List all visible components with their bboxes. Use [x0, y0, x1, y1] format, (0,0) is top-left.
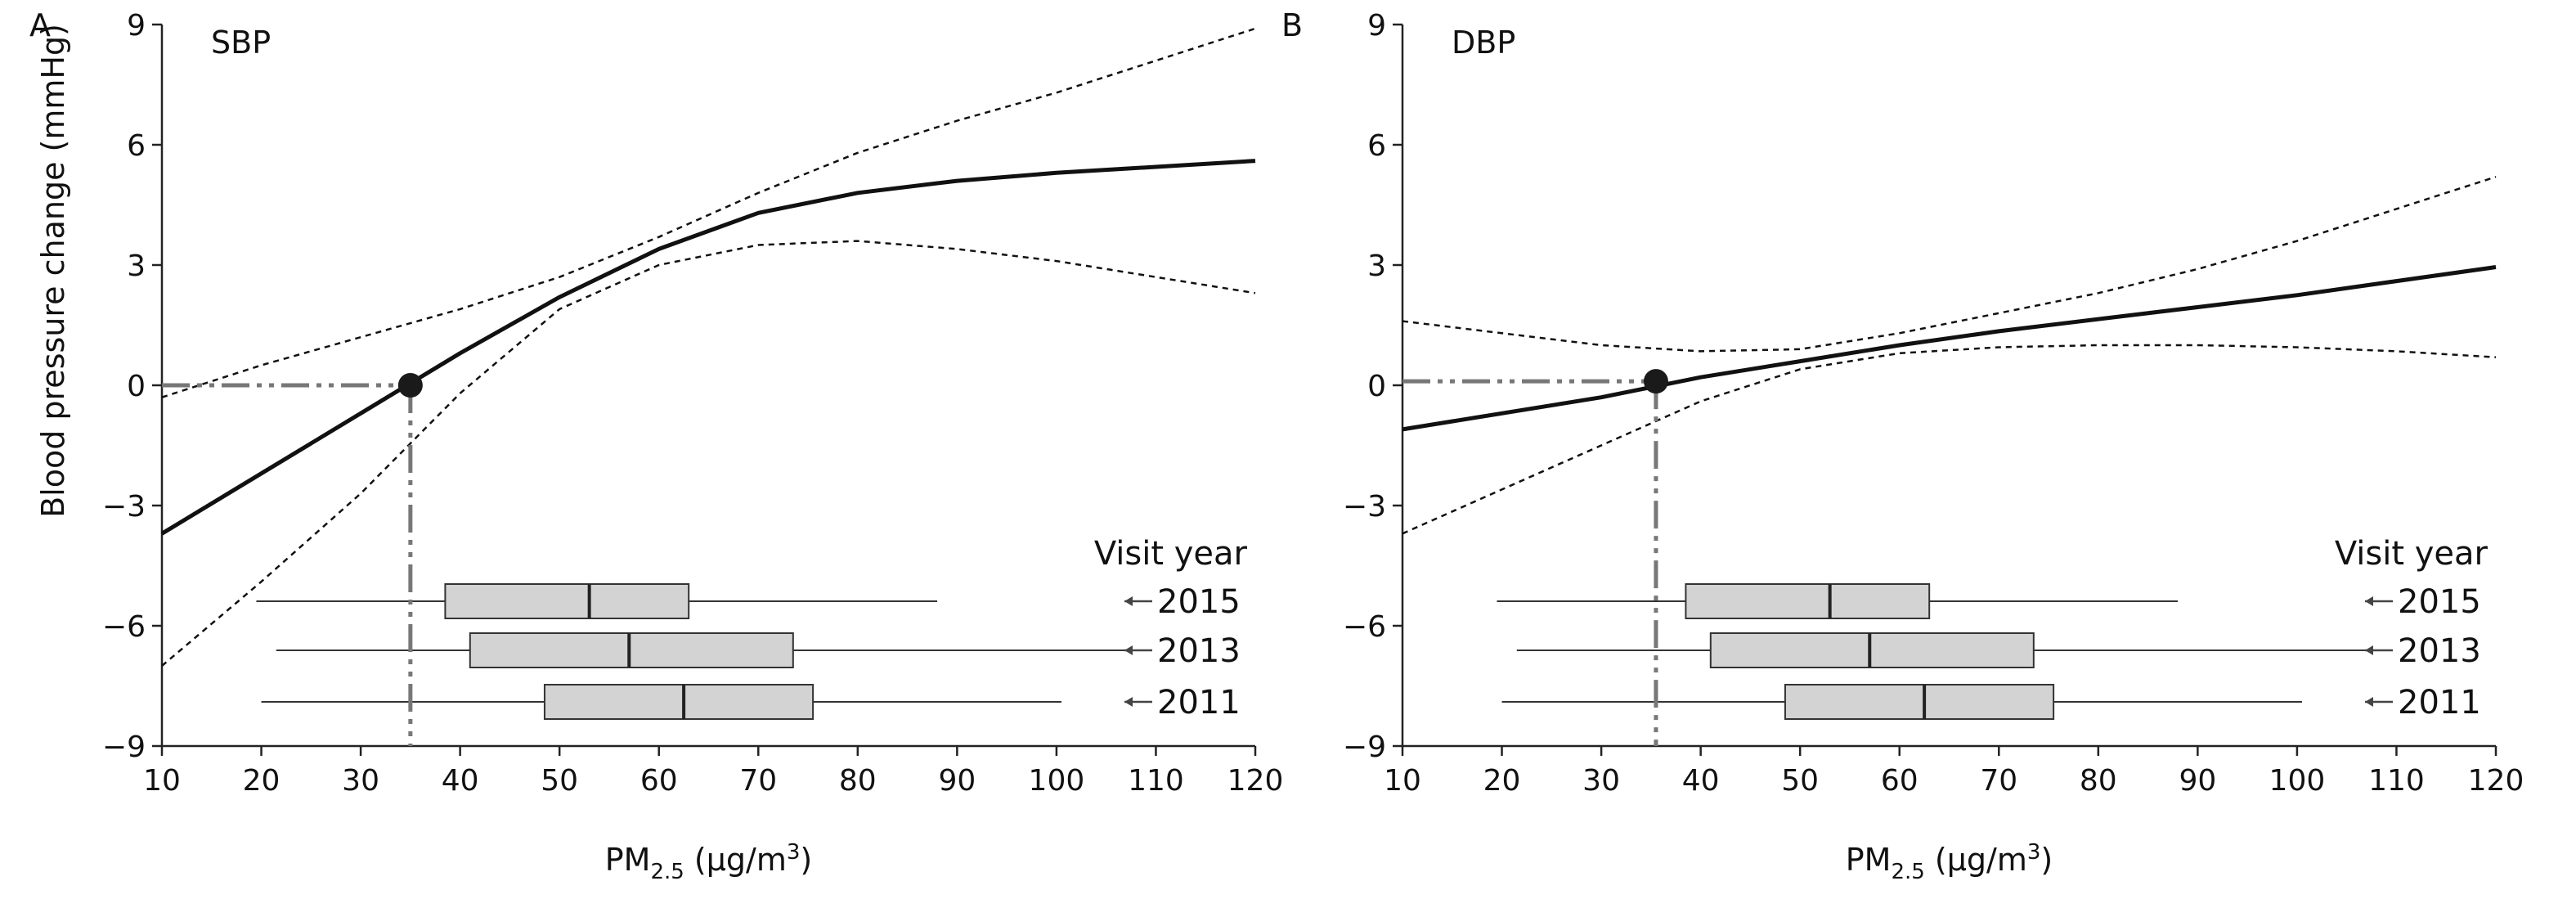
- x-axis-title-part: 3: [787, 840, 801, 865]
- y-tick-label: 3: [127, 249, 146, 283]
- x-axis-title-part: 3: [2027, 840, 2041, 865]
- x-axis-title-part: PM: [605, 842, 651, 878]
- visit-year-title: Visit year: [2335, 535, 2488, 573]
- visit-year-label-2011: 2011: [2398, 684, 2481, 721]
- x-tick-label: 30: [342, 764, 379, 798]
- visit-year-label-2015: 2015: [2398, 583, 2481, 621]
- series-line-upper_ci: [161, 27, 1256, 398]
- boxplot-box-2015: [444, 583, 690, 619]
- panel-letter: B: [1281, 7, 1303, 43]
- y-tick-label: 9: [127, 9, 146, 43]
- y-tick-label: 6: [1367, 129, 1386, 163]
- x-tick-label: 60: [1881, 764, 1919, 798]
- series-line-lower_ci: [161, 240, 1256, 667]
- x-axis-title-part: 2.5: [1891, 860, 1924, 884]
- y-tick-label: 0: [127, 370, 146, 403]
- x-tick-label: 110: [1128, 764, 1184, 798]
- boxplot-box-2015: [1685, 583, 1931, 619]
- visit-year-arrowhead-2015: [1124, 596, 1133, 606]
- visit-year-arrowhead-2011: [2365, 697, 2373, 707]
- x-tick-label: 70: [1980, 764, 2017, 798]
- x-tick-label: 110: [2368, 764, 2425, 798]
- panel-title: SBP: [211, 25, 271, 61]
- y-tick-label: 3: [1367, 249, 1386, 283]
- x-tick-label: 20: [1483, 764, 1521, 798]
- visit-year-arrowhead-2013: [2365, 645, 2373, 655]
- boxplot-box-2011: [543, 684, 815, 720]
- y-tick-label: 6: [127, 129, 146, 163]
- x-tick-label: 100: [1029, 764, 1085, 798]
- visit-year-arrowhead-2011: [1124, 697, 1133, 707]
- x-tick-label: 40: [442, 764, 479, 798]
- x-tick-label: 120: [1227, 764, 1284, 798]
- x-axis-title: PM2.5 (μg/m3): [605, 840, 812, 884]
- x-axis-title-part: ): [800, 842, 812, 878]
- x-axis-title-part: PM: [1846, 842, 1892, 878]
- y-tick-label: −6: [102, 610, 146, 644]
- x-axis-title-part: 2.5: [650, 860, 684, 884]
- reference-point: [1643, 369, 1668, 394]
- x-axis-title-part: (μg/m: [1925, 842, 2027, 878]
- x-tick-label: 40: [1682, 764, 1720, 798]
- x-axis-title-part: ): [2040, 842, 2053, 878]
- panel-letter: A: [29, 7, 51, 43]
- y-tick-label: −9: [102, 730, 146, 764]
- x-tick-label: 80: [2080, 764, 2117, 798]
- visit-year-label-2013: 2013: [2398, 632, 2481, 670]
- boxplot-box-2013: [1709, 632, 2035, 668]
- x-tick-label: 90: [2179, 764, 2216, 798]
- x-tick-label: 30: [1582, 764, 1620, 798]
- x-tick-label: 20: [243, 764, 280, 798]
- visit-year-title: Visit year: [1094, 535, 1248, 573]
- series-line-upper_ci: [1402, 176, 2497, 353]
- y-axis-title: Blood pressure change (mmHg): [35, 24, 71, 518]
- visit-year-label-2011: 2011: [1157, 684, 1241, 721]
- x-tick-label: 90: [938, 764, 976, 798]
- x-tick-label: 70: [739, 764, 777, 798]
- reference-point: [397, 373, 423, 398]
- y-tick-label: −3: [1343, 490, 1386, 524]
- x-axis-title: PM2.5 (μg/m3): [1846, 840, 2053, 884]
- series-line-estimate: [1402, 265, 2497, 432]
- x-tick-label: 50: [1781, 764, 1819, 798]
- panel-title: DBP: [1452, 25, 1515, 61]
- series-line-lower_ci: [1402, 344, 2497, 535]
- y-tick-label: −6: [1343, 610, 1386, 644]
- visit-year-arrowhead-2015: [2365, 596, 2373, 606]
- x-tick-label: 50: [541, 764, 578, 798]
- visit-year-arrowhead-2013: [1124, 645, 1133, 655]
- x-tick-label: 10: [143, 764, 181, 798]
- visit-year-label-2015: 2015: [1157, 583, 1241, 621]
- y-tick-label: −9: [1343, 730, 1386, 764]
- x-tick-label: 10: [1384, 764, 1421, 798]
- x-tick-label: 120: [2468, 764, 2524, 798]
- x-tick-label: 80: [839, 764, 877, 798]
- x-tick-label: 60: [640, 764, 678, 798]
- boxplot-box-2011: [1784, 684, 2055, 720]
- series-line-estimate: [160, 159, 1256, 536]
- y-tick-label: 0: [1367, 370, 1386, 403]
- boxplot-box-2013: [469, 632, 794, 668]
- y-tick-label: 9: [1367, 9, 1386, 43]
- visit-year-label-2013: 2013: [1157, 632, 1241, 670]
- y-tick-label: −3: [102, 490, 146, 524]
- x-tick-label: 100: [2269, 764, 2326, 798]
- x-axis-title-part: (μg/m: [684, 842, 787, 878]
